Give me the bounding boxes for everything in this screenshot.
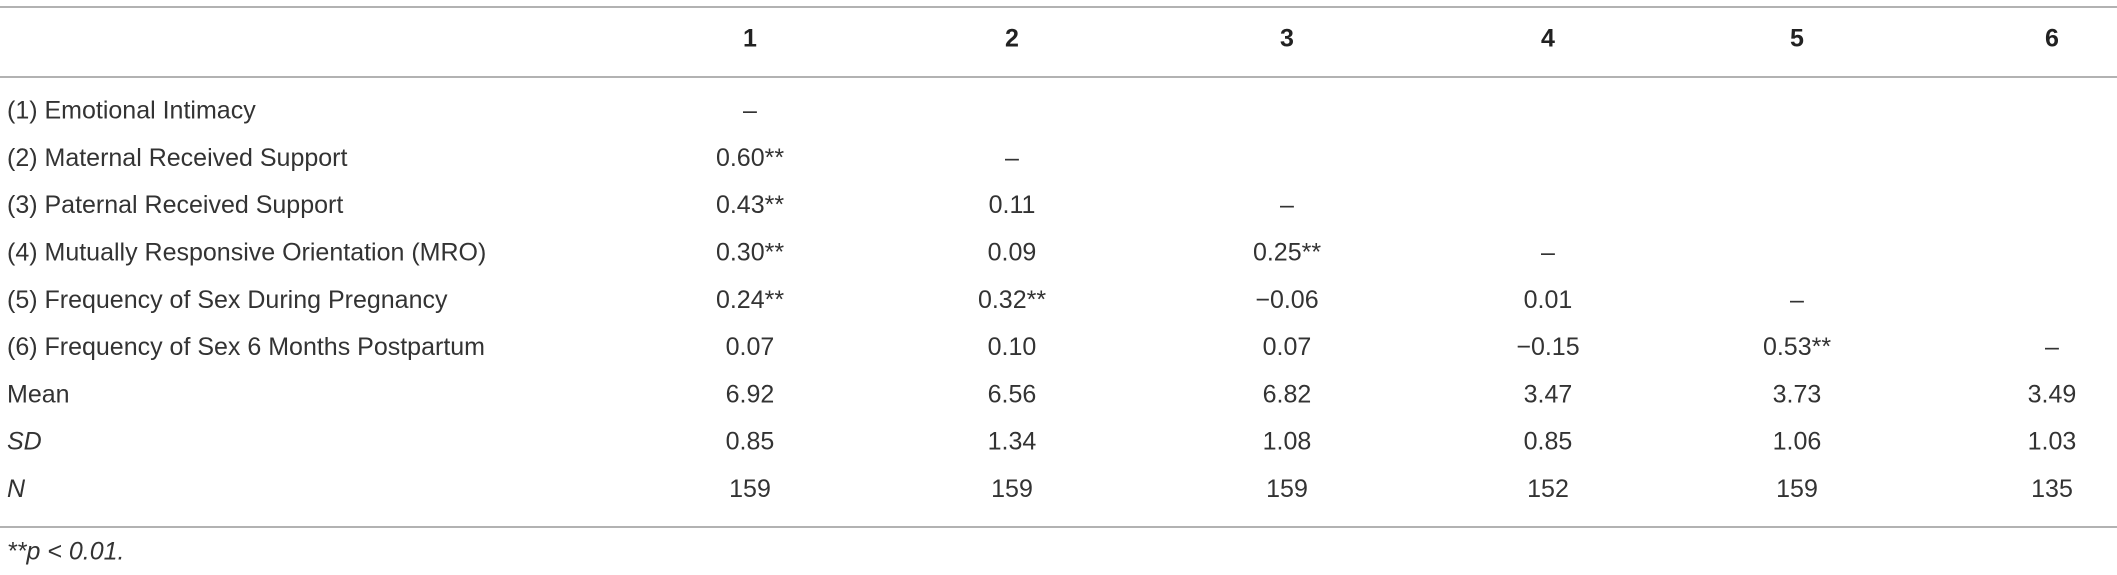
- cell: 0.11: [989, 191, 1036, 219]
- cell: 152: [1527, 475, 1569, 503]
- cell: 6.92: [726, 380, 775, 408]
- cell: 0.32**: [978, 286, 1046, 314]
- cell: 0.09: [988, 239, 1037, 267]
- cell: 3.73: [1773, 380, 1822, 408]
- cell: 0.07: [1263, 333, 1312, 361]
- cell: 3.49: [2028, 380, 2077, 408]
- cell: 159: [729, 475, 771, 503]
- cell: –: [2045, 333, 2059, 361]
- row-label: N: [7, 475, 26, 503]
- cell: –: [1005, 144, 1019, 172]
- cell: 0.07: [726, 333, 775, 361]
- cell: –: [1280, 191, 1294, 219]
- row-label: (6) Frequency of Sex 6 Months Postpartum: [7, 333, 485, 361]
- cell: −0.06: [1255, 286, 1318, 314]
- cell: 0.30**: [716, 239, 784, 267]
- cell: –: [1790, 286, 1804, 314]
- cell: 0.24**: [716, 286, 784, 314]
- row-label: (4) Mutually Responsive Orientation (MRO…: [7, 239, 486, 267]
- cell: 1.08: [1263, 428, 1312, 456]
- cell: 1.06: [1773, 428, 1822, 456]
- cell: 1.34: [988, 428, 1037, 456]
- cell: 0.60**: [716, 144, 784, 172]
- footnote: **p < 0.01.: [7, 538, 124, 566]
- row-label: (1) Emotional Intimacy: [7, 97, 256, 125]
- cell: 0.25**: [1253, 239, 1321, 267]
- cell: −0.15: [1516, 333, 1579, 361]
- cell: 6.56: [988, 380, 1037, 408]
- cell: 6.82: [1263, 380, 1312, 408]
- column-header: 2: [1005, 25, 1019, 53]
- row-label: SD: [7, 428, 42, 456]
- cell: 0.85: [1524, 428, 1573, 456]
- cell: 0.85: [726, 428, 775, 456]
- column-header: 5: [1790, 25, 1804, 53]
- cell: 159: [991, 475, 1033, 503]
- column-header: 1: [743, 25, 757, 53]
- column-header: 3: [1280, 25, 1294, 53]
- cell: –: [1541, 239, 1555, 267]
- cell: 135: [2031, 475, 2073, 503]
- cell: 0.43**: [716, 191, 784, 219]
- cell: 0.53**: [1763, 333, 1831, 361]
- row-label: (2) Maternal Received Support: [7, 144, 347, 172]
- row-label: (5) Frequency of Sex During Pregnancy: [7, 286, 448, 314]
- row-label: Mean: [7, 380, 70, 408]
- row-label: (3) Paternal Received Support: [7, 191, 343, 219]
- cell: 0.01: [1524, 286, 1573, 314]
- cell: –: [743, 97, 757, 125]
- cell: 3.47: [1524, 380, 1573, 408]
- column-header: 4: [1541, 25, 1555, 53]
- cell: 1.03: [2028, 428, 2077, 456]
- cell: 159: [1776, 475, 1818, 503]
- column-header: 6: [2045, 25, 2059, 53]
- cell: 0.10: [988, 333, 1037, 361]
- cell: 159: [1266, 475, 1308, 503]
